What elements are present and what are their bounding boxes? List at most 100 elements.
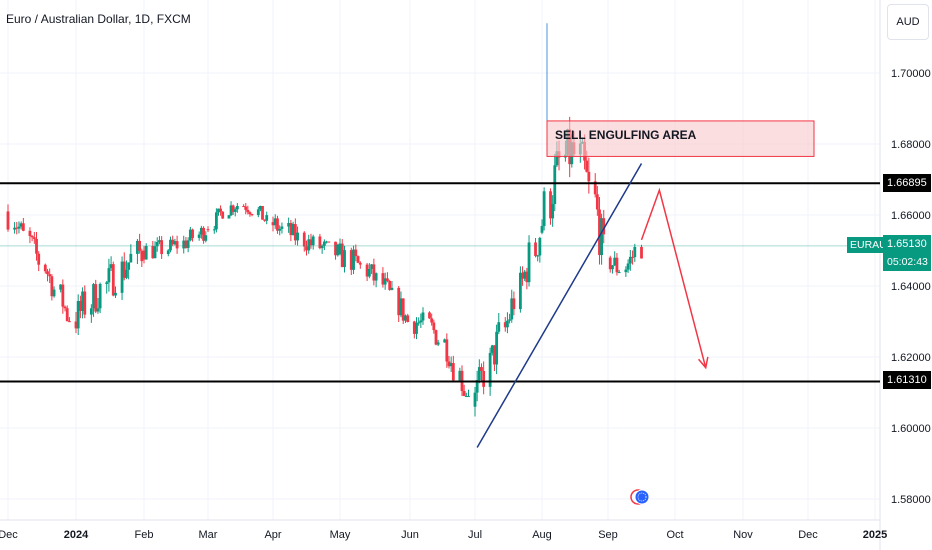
candle-body	[482, 370, 486, 387]
candle-body	[144, 246, 148, 260]
trendline	[476, 163, 643, 448]
support-price-tag: 1.61310	[883, 371, 931, 389]
candle-body	[89, 308, 93, 315]
candle-body	[464, 396, 468, 398]
candle-body	[352, 249, 355, 270]
candle-body	[235, 206, 239, 210]
candle-body	[136, 240, 139, 254]
candle-body	[50, 276, 54, 297]
candle-body	[518, 272, 522, 310]
candle-body	[214, 212, 218, 230]
economic-event-icon[interactable]	[630, 487, 650, 507]
candle-body	[640, 246, 643, 259]
candle-body	[175, 241, 179, 249]
candle-body	[356, 256, 360, 263]
candle-body	[155, 241, 159, 247]
candle-body	[98, 284, 102, 309]
candle-body	[171, 239, 175, 245]
candle-body	[555, 151, 559, 166]
candle-body	[626, 263, 630, 270]
candle-body	[370, 264, 374, 269]
candle-body	[510, 298, 514, 320]
candle-body	[169, 239, 172, 251]
sell-zone-label: SELL ENGULFING AREA	[555, 128, 697, 142]
candle-body	[17, 226, 21, 229]
candle-body	[553, 165, 557, 204]
time-axis-label: 2024	[64, 529, 89, 541]
currency-unit-button[interactable]: AUD	[887, 4, 929, 40]
candle-body	[399, 298, 403, 316]
candle-body	[449, 363, 453, 367]
candle-body	[182, 240, 186, 249]
candle-body	[503, 322, 507, 328]
candle-body	[191, 229, 194, 238]
candle-body	[412, 321, 416, 334]
candle-body	[451, 363, 455, 381]
candle-body	[309, 239, 313, 246]
candle-body	[263, 219, 267, 221]
candle-body	[477, 367, 481, 381]
candle-body	[305, 246, 308, 251]
candle-body	[114, 292, 117, 296]
candle-body	[608, 257, 612, 270]
candle-body	[388, 281, 392, 290]
candle-body	[81, 291, 84, 311]
projection-arrowhead	[698, 356, 709, 370]
candle-body	[338, 243, 342, 255]
candle-body	[261, 206, 264, 220]
candle-body	[445, 339, 449, 362]
candle-body	[462, 391, 466, 397]
candle-body	[480, 367, 483, 371]
candle-body	[343, 250, 346, 268]
candle-body	[585, 160, 589, 172]
price-axis-ticks: 1.70000 1.68000 1.66000 1.64000 1.62000 1.600…	[891, 68, 931, 506]
candle-body	[475, 380, 479, 393]
candle-body	[602, 218, 606, 235]
candle-body	[354, 249, 358, 257]
candle-body	[138, 240, 142, 251]
candle-body	[246, 209, 250, 213]
candle-body	[488, 352, 492, 387]
candle-body	[521, 272, 524, 279]
candle-body	[158, 240, 161, 242]
candle-body	[231, 205, 235, 212]
candle-body	[125, 269, 128, 278]
candle-body	[390, 287, 394, 290]
time-axis-label: Nov	[733, 529, 753, 541]
candle-body	[122, 261, 126, 278]
candle-body	[265, 215, 269, 221]
candle-body	[367, 268, 371, 277]
candle-body	[221, 211, 225, 219]
candle-body	[336, 244, 340, 256]
candle-body	[421, 312, 425, 321]
candle-body	[219, 208, 222, 212]
candle-body	[365, 264, 369, 277]
candle-body	[173, 241, 177, 245]
candle-body	[242, 206, 246, 208]
candle-body	[244, 206, 248, 210]
candle-body	[593, 181, 597, 195]
candle-body	[92, 284, 95, 309]
candle-body	[551, 203, 555, 219]
candle-body	[628, 256, 632, 264]
chart-title: Euro / Australian Dollar, 1D, FXCM	[6, 12, 191, 26]
candle-body	[32, 237, 36, 239]
candle-body	[48, 274, 52, 277]
candle-body	[229, 205, 233, 216]
candle-body	[404, 315, 407, 321]
candle-body	[233, 209, 237, 212]
candle-body	[493, 345, 496, 365]
time-axis-label: Feb	[135, 529, 154, 541]
candle-body	[186, 240, 190, 248]
candle-body	[212, 229, 216, 231]
chart-grid	[0, 0, 881, 550]
candle-body	[443, 339, 447, 343]
candle-body	[250, 214, 254, 216]
candle-body	[111, 264, 115, 296]
price-tick-label: 1.62000	[891, 352, 931, 364]
candle-body	[227, 215, 231, 219]
candle-body	[153, 246, 157, 259]
candle-body	[527, 242, 531, 283]
candle-body	[278, 228, 282, 231]
